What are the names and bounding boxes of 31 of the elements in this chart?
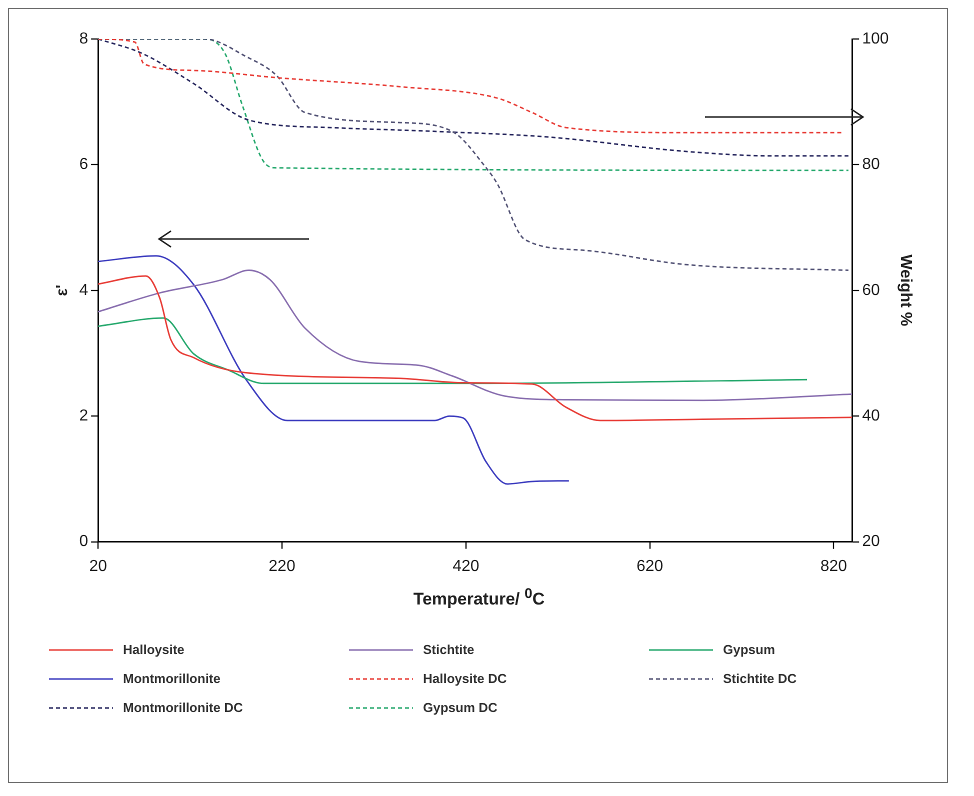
y2-tick-label: 60: [862, 282, 880, 299]
line-series: [98, 270, 852, 402]
x-tick-label: 620: [636, 558, 664, 575]
x-axis-title: Temperature/ $^{0}$C: [412, 586, 546, 610]
legend-label: Montmorillonite DC: [123, 700, 243, 715]
legend-label: Stichtite: [423, 642, 474, 657]
line-series: [98, 255, 570, 485]
legend-label: Stichtite DC: [723, 671, 797, 686]
y2-tick-label: 100: [862, 30, 889, 48]
y-tick-label: 4: [79, 282, 88, 299]
legend-label: Montmorillonite: [123, 671, 220, 686]
line-series: [98, 317, 808, 384]
x-tick-label: 220: [268, 558, 296, 575]
line-series: [98, 275, 852, 422]
y-axis-title: ε': [54, 284, 72, 296]
legend-label: Halloysite DC: [423, 671, 507, 686]
x-tick-label: 420: [452, 558, 480, 575]
legend-label: Gypsum DC: [423, 700, 498, 715]
y-tick-label: 2: [79, 408, 88, 425]
y2-tick-label: 80: [862, 156, 880, 174]
x-tick-label: 20: [89, 558, 108, 575]
legend-label: Gypsum: [723, 642, 776, 657]
line-series: [98, 39, 843, 134]
y2-axis-title: Weight %: [896, 254, 914, 326]
x-tick-label: 820: [820, 558, 848, 575]
y2-tick-label: 20: [862, 533, 880, 550]
y-tick-label: 0: [79, 533, 88, 550]
y-tick-label: 8: [79, 30, 88, 48]
y2-tick-label: 40: [862, 408, 880, 425]
y-tick-label: 6: [79, 156, 88, 174]
legend-label: Halloysite: [123, 642, 184, 657]
